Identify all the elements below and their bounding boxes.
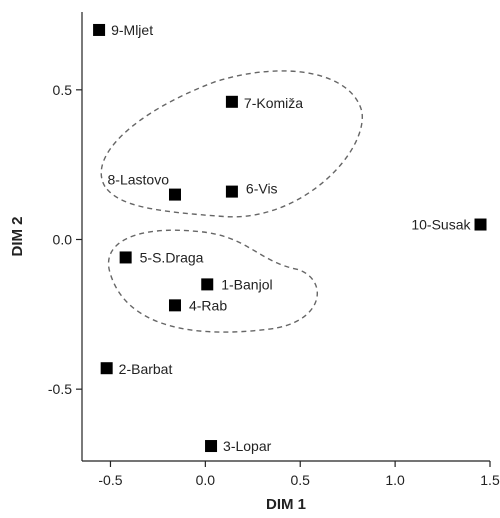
point-label: 4-Rab	[189, 297, 227, 313]
y-axis-ticks: -0.5 0.0 0.5	[48, 82, 82, 397]
point-label: 3-Lopar	[223, 438, 272, 454]
point-label: 8-Lastovo	[108, 172, 170, 188]
data-point	[205, 440, 218, 453]
point-label: 7-Komiža	[244, 95, 303, 111]
point-label: 10-Susak	[411, 217, 471, 233]
x-tick-label: 1.0	[385, 472, 405, 488]
data-point	[100, 362, 113, 375]
point-labels: 9-Mljet 7-Komiža 8-Lastovo 6-Vis 10-Susak 5-S…	[108, 22, 472, 454]
y-tick-label: 0.0	[53, 231, 73, 247]
data-point	[474, 218, 487, 231]
x-tick-label: -0.5	[98, 472, 122, 488]
cluster-outline	[100, 70, 363, 218]
point-label: 5-S.Draga	[140, 249, 204, 265]
x-axis-ticks: -0.5 0.0 0.5 1.0 1.5	[98, 461, 500, 488]
y-tick-label: 0.5	[53, 82, 73, 98]
data-point	[168, 299, 181, 312]
data-point	[225, 185, 238, 198]
data-point	[201, 278, 214, 291]
y-axis-title: DIM 2	[9, 216, 26, 256]
data-point	[119, 251, 132, 264]
point-label: 2-Barbat	[119, 361, 173, 377]
point-label: 6-Vis	[246, 181, 278, 197]
point-label: 9-Mljet	[111, 22, 153, 38]
x-tick-label: 0.5	[290, 472, 310, 488]
point-label: 1-Banjol	[221, 276, 272, 292]
data-point	[225, 95, 238, 108]
y-tick-label: -0.5	[48, 381, 72, 397]
data-point	[93, 23, 106, 36]
cluster-outline	[107, 229, 318, 333]
plot-frame	[81, 12, 490, 462]
data-point	[168, 188, 181, 201]
data-points	[93, 23, 487, 453]
x-tick-label: 0.0	[196, 472, 216, 488]
x-tick-label: 1.5	[480, 472, 500, 488]
cluster-outlines	[100, 70, 363, 333]
x-axis-title: DIM 1	[266, 496, 306, 513]
